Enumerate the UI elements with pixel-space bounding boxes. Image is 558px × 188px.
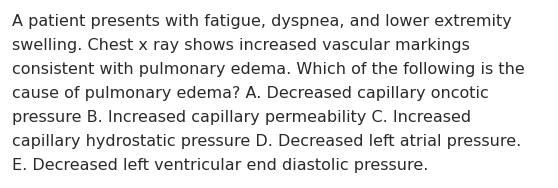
Text: A patient presents with fatigue, dyspnea, and lower extremity: A patient presents with fatigue, dyspnea… <box>12 14 512 29</box>
Text: pressure B. Increased capillary permeability C. Increased: pressure B. Increased capillary permeabi… <box>12 110 471 125</box>
Text: capillary hydrostatic pressure D. Decreased left atrial pressure.: capillary hydrostatic pressure D. Decrea… <box>12 134 521 149</box>
Text: cause of pulmonary edema? A. Decreased capillary oncotic: cause of pulmonary edema? A. Decreased c… <box>12 86 489 101</box>
Text: swelling. Chest x ray shows increased vascular markings: swelling. Chest x ray shows increased va… <box>12 38 470 53</box>
Text: consistent with pulmonary edema. Which of the following is the: consistent with pulmonary edema. Which o… <box>12 62 525 77</box>
Text: E. Decreased left ventricular end diastolic pressure.: E. Decreased left ventricular end diasto… <box>12 158 429 173</box>
